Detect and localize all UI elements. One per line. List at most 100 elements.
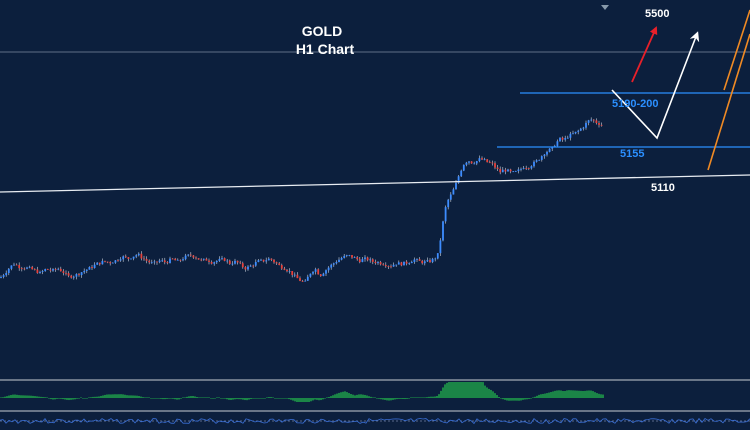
histogram-bar [242,398,244,400]
histogram-bar [480,382,482,398]
histogram-bar [520,398,522,401]
candle-body [218,258,221,261]
candle-body [478,158,481,162]
candle-body [75,274,78,277]
histogram-bar [352,394,354,398]
histogram-bar [544,393,546,398]
histogram-bar [548,392,550,398]
histogram-bar [230,398,232,400]
histogram-bar [496,395,498,398]
candle-body [319,274,322,277]
candle-body [254,262,257,266]
histogram-bar [508,398,510,401]
candle-body [486,159,489,163]
candle-body [93,264,96,268]
histogram-bar [396,398,398,400]
candle-body [13,264,15,266]
histogram-bar [268,397,270,398]
histogram-bar [306,398,308,402]
candle-body [67,273,70,276]
histogram-bar [104,394,106,398]
histogram-bar [472,382,474,398]
candle-body [44,269,47,272]
candle-body [579,128,582,131]
candle-body [431,258,434,263]
candle-body [213,262,216,264]
candle-body [288,270,291,272]
histogram-bar [558,390,560,398]
candle-body [483,159,486,161]
candle-body [124,256,127,258]
histogram-bar [432,396,434,398]
candle-body [278,263,281,266]
histogram-bar [586,390,588,398]
histogram-bar [48,398,50,399]
resistance-level-label: 5190-200 [612,98,659,110]
candle-body [312,271,314,274]
candle-body [314,269,317,272]
candle-body [150,262,153,264]
bullish-red-arrow [631,26,658,83]
histogram-bar [274,398,276,399]
candle-body [340,257,343,260]
histogram-bar [206,397,208,398]
histogram-bar [422,397,424,398]
histogram-bar [38,396,40,398]
histogram-bar [142,397,144,398]
histogram-bar [46,397,48,398]
histogram-bar [176,398,178,400]
orange-channel-line-1 [707,33,750,171]
histogram-bar [594,392,596,398]
histogram-bar [304,398,306,402]
histogram-bar [356,394,358,398]
histogram-bar [538,394,540,398]
histogram-bar [576,390,578,398]
histogram-bar [366,395,368,398]
histogram-bar [482,382,484,398]
candle-body [33,269,36,271]
candle-body [96,262,99,265]
histogram-bar [570,390,572,398]
histogram-bar [554,390,556,398]
histogram-bar [6,396,8,398]
histogram-bar [354,395,356,398]
candle-body [275,262,278,264]
candle-body [488,162,491,164]
candle-body [366,257,369,261]
histogram-bar [462,382,464,398]
histogram-bar [226,398,228,400]
candle-body [244,267,247,270]
trendline-level-label: 5110 [651,182,675,194]
histogram-bar [398,398,400,399]
candle-body [200,259,203,261]
candle-body [88,267,91,270]
candle-body [525,168,528,169]
candle-body [205,258,208,261]
histogram-bar [214,398,216,399]
histogram-bar [488,388,490,398]
histogram-bar [52,398,54,400]
histogram-bar [522,398,524,400]
candle-body [416,259,418,260]
candle-body [585,122,587,128]
candle-body [62,271,65,273]
candle-body [249,265,252,267]
histogram-bar [126,395,128,398]
histogram-bar [584,390,586,398]
histogram-bar [72,398,74,400]
histogram-bar [550,392,552,398]
candle-body [564,138,567,140]
histogram-bar [240,398,242,400]
histogram-bar [592,391,594,398]
candle-body [361,259,364,263]
candle-body [36,269,39,274]
candle-body [202,258,205,260]
histogram-bar [392,398,394,400]
histogram-bar [192,396,194,398]
histogram-bar [478,382,480,398]
histogram-bar [14,394,16,398]
histogram-bar [136,395,138,398]
candle-body [306,276,309,281]
histogram-bar [78,398,80,399]
histogram-bar [500,398,502,399]
